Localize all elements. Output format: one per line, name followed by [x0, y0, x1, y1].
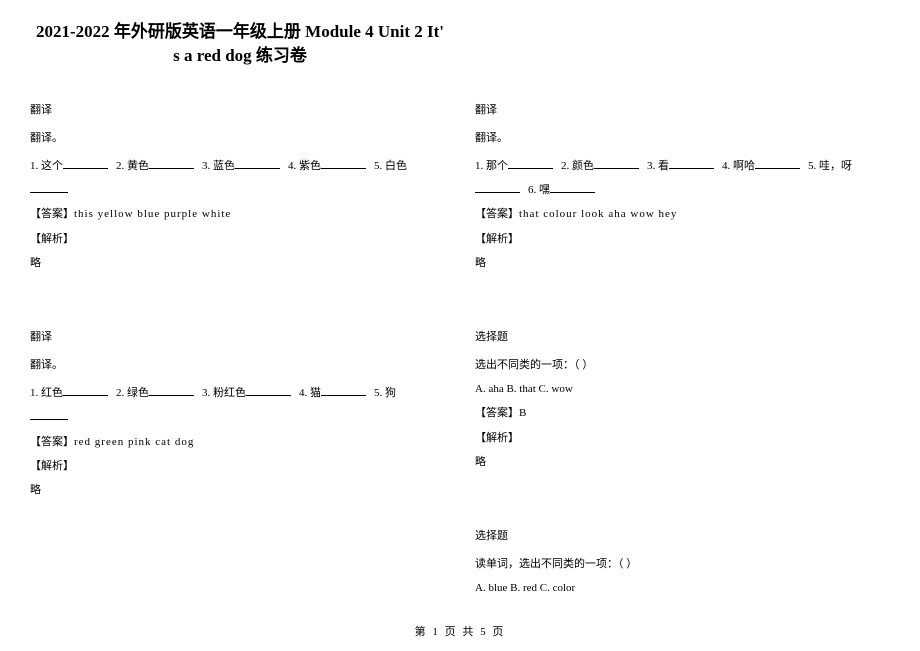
- question-line-1: 1. 那个2. 颜色3. 看4. 啊哈5. 哇，呀: [475, 154, 890, 178]
- question-line: 1. 红色2. 绿色3. 粉红色4. 猫5. 狗: [30, 381, 445, 405]
- section-type: 翻译: [30, 98, 445, 122]
- explain-text: 略: [30, 251, 445, 275]
- answer-line: 【答案】B: [475, 401, 890, 425]
- question-line: 1. 这个2. 黄色3. 蓝色4. 紫色5. 白色: [30, 154, 445, 178]
- question-line-2: 6. 嘿: [475, 178, 890, 202]
- answer-text: that colour look aha wow hey: [519, 208, 677, 220]
- answer-label: 【答案】: [475, 208, 519, 220]
- section-type: 翻译: [30, 325, 445, 349]
- answer-line: 【答案】this yellow blue purple white: [30, 202, 445, 226]
- question-text: 读单词，选出不同类的一项：（ ）: [475, 552, 890, 576]
- right-column: 翻译 翻译。 1. 那个2. 颜色3. 看4. 啊哈5. 哇，呀 6. 嘿 【答…: [475, 98, 890, 621]
- section-type: 选择题: [475, 524, 890, 548]
- section-subtype: 翻译。: [475, 126, 890, 150]
- section-subtype: 翻译。: [30, 126, 445, 150]
- question-blank: [30, 405, 445, 429]
- page-footer: 第 1 页 共 5 页: [0, 623, 920, 639]
- answer-label: 【答案】: [30, 436, 74, 448]
- answer-label: 【答案】: [30, 208, 74, 220]
- explain-label: 【解析】: [30, 454, 445, 478]
- question-text: 选出不同类的一项：（ ）: [475, 353, 890, 377]
- left-section-2: 翻译 翻译。 1. 红色2. 绿色3. 粉红色4. 猫5. 狗 【答案】red …: [30, 325, 445, 502]
- options-text: A. blue B. red C. color: [475, 576, 890, 600]
- section-subtype: 翻译。: [30, 353, 445, 377]
- title-line-1: 2021-2022 年外研版英语一年级上册 Module 4 Unit 2 It…: [30, 20, 450, 44]
- left-section-1: 翻译 翻译。 1. 这个2. 黄色3. 蓝色4. 紫色5. 白色 【答案】thi…: [30, 98, 445, 275]
- answer-text: this yellow blue purple white: [74, 208, 231, 220]
- right-section-2: 选择题 选出不同类的一项：（ ） A. aha B. that C. wow 【…: [475, 325, 890, 474]
- title-line-2: s a red dog 练习卷: [30, 44, 450, 68]
- explain-text: 略: [475, 251, 890, 275]
- answer-line: 【答案】that colour look aha wow hey: [475, 202, 890, 226]
- explain-text: 略: [475, 450, 890, 474]
- answer-line: 【答案】red green pink cat dog: [30, 430, 445, 454]
- explain-label: 【解析】: [30, 227, 445, 251]
- section-type: 选择题: [475, 325, 890, 349]
- right-section-1: 翻译 翻译。 1. 那个2. 颜色3. 看4. 啊哈5. 哇，呀 6. 嘿 【答…: [475, 98, 890, 275]
- left-column: 翻译 翻译。 1. 这个2. 黄色3. 蓝色4. 紫色5. 白色 【答案】thi…: [30, 98, 445, 621]
- answer-text: red green pink cat dog: [74, 436, 194, 448]
- content-columns: 翻译 翻译。 1. 这个2. 黄色3. 蓝色4. 紫色5. 白色 【答案】thi…: [30, 98, 890, 621]
- explain-text: 略: [30, 478, 445, 502]
- explain-label: 【解析】: [475, 426, 890, 450]
- answer-text: B: [519, 407, 526, 419]
- answer-label: 【答案】: [475, 407, 519, 419]
- document-header: 2021-2022 年外研版英语一年级上册 Module 4 Unit 2 It…: [30, 20, 450, 68]
- options-text: A. aha B. that C. wow: [475, 377, 890, 401]
- question-blank: [30, 178, 445, 202]
- explain-label: 【解析】: [475, 227, 890, 251]
- section-type: 翻译: [475, 98, 890, 122]
- right-section-3: 选择题 读单词，选出不同类的一项：（ ） A. blue B. red C. c…: [475, 524, 890, 601]
